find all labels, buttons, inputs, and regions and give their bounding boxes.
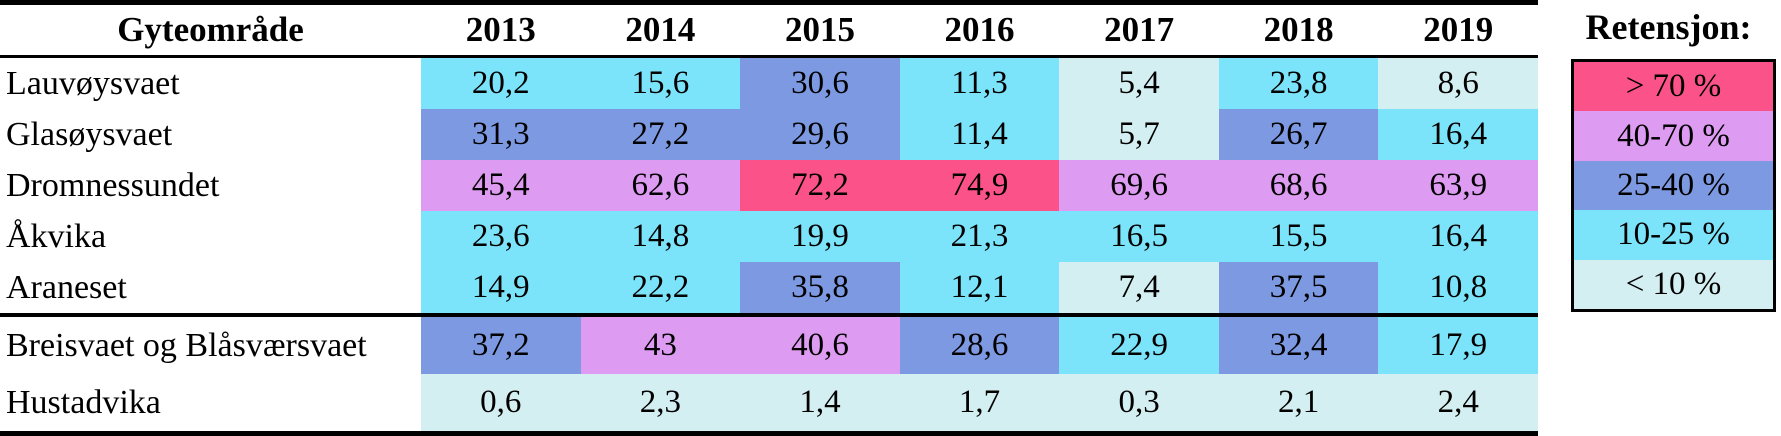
data-table: Gyteområde 2013 2014 2015 2016 2017 2018 2019 … bbox=[0, 0, 1539, 436]
table-cell: 8,6 bbox=[1378, 58, 1539, 109]
table-cell: 1,7 bbox=[899, 374, 1060, 431]
table-row: Glasøysvaet 31,3 27,2 29,6 11,4 5,7 26,7 16,4 bbox=[0, 109, 1539, 160]
table-cell: 7,4 bbox=[1059, 262, 1219, 313]
table-cell: 74,9 bbox=[899, 160, 1060, 211]
table-body: Lauvøysvaet 20,2 15,6 30,6 11,3 5,4 23,8 8,6 Gla… bbox=[0, 58, 1539, 431]
table-cell: 31,3 bbox=[421, 109, 581, 160]
row-label: Breisvaet og Blåsværsvaet bbox=[6, 326, 367, 364]
table-cell: 28,6 bbox=[899, 317, 1060, 374]
table-cell: 26,7 bbox=[1218, 109, 1379, 160]
legend-title: Retensjon: bbox=[1585, 7, 1752, 47]
table-cell: 23,8 bbox=[1218, 58, 1379, 109]
table-cell: 15,5 bbox=[1218, 211, 1379, 262]
table-cell: 37,5 bbox=[1218, 262, 1379, 313]
table-row: Hustadvika 0,6 2,3 1,4 1,7 0,3 2,1 2,4 bbox=[0, 374, 1539, 431]
table-cell: 0,6 bbox=[421, 374, 581, 431]
table-cell: 1,4 bbox=[740, 374, 900, 431]
table-cell: 30,6 bbox=[740, 58, 900, 109]
table-cell: 23,6 bbox=[421, 211, 581, 262]
table-cell: 16,5 bbox=[1059, 211, 1219, 262]
table-cell: 10,8 bbox=[1378, 262, 1539, 313]
column-header-year: 2014 bbox=[625, 10, 696, 49]
column-header-year: 2019 bbox=[1423, 10, 1494, 49]
table-cell: 35,8 bbox=[740, 262, 900, 313]
table-cell: 14,8 bbox=[580, 211, 741, 262]
table-header-row: Gyteområde 2013 2014 2015 2016 2017 2018 2019 bbox=[0, 5, 1538, 58]
table-cell: 62,6 bbox=[580, 160, 741, 211]
table-cell: 45,4 bbox=[421, 160, 581, 211]
table-cell: 11,4 bbox=[899, 109, 1060, 160]
row-label: Hustadvika bbox=[6, 383, 161, 421]
table-cell: 29,6 bbox=[740, 109, 900, 160]
table-cell: 32,4 bbox=[1218, 317, 1379, 374]
legend-item: 40-70 % bbox=[1574, 111, 1773, 161]
table-cell: 37,2 bbox=[421, 317, 581, 374]
table-cell: 16,4 bbox=[1378, 109, 1539, 160]
table-cell: 15,6 bbox=[580, 58, 741, 109]
table-row: Araneset 14,9 22,2 35,8 12,1 7,4 37,5 10,8 bbox=[0, 262, 1539, 313]
row-label: Åkvika bbox=[6, 217, 107, 255]
column-header-year: 2016 bbox=[944, 10, 1015, 49]
table-row: Åkvika 23,6 14,8 19,9 21,3 16,5 15,5 16,4 bbox=[0, 211, 1539, 262]
legend: > 70 % 40-70 % 25-40 % 10-25 % < 10 % bbox=[1571, 59, 1776, 312]
legend-item: 25-40 % bbox=[1574, 160, 1773, 211]
table-cell: 5,4 bbox=[1059, 58, 1219, 109]
column-header-area: Gyteområde bbox=[117, 10, 304, 49]
table-cell: 22,2 bbox=[580, 262, 741, 313]
legend-item: 10-25 % bbox=[1574, 210, 1773, 260]
table-cell: 63,9 bbox=[1378, 160, 1539, 211]
row-label: Dromnessundet bbox=[6, 166, 220, 204]
table-cell: 2,3 bbox=[580, 374, 741, 431]
table-cell: 16,4 bbox=[1378, 211, 1539, 262]
table-row: Breisvaet og Blåsværsvaet 37,2 43 40,6 28,6 2… bbox=[0, 313, 1539, 374]
table-cell: 5,7 bbox=[1059, 109, 1219, 160]
legend-item: > 70 % bbox=[1574, 62, 1773, 112]
table-cell: 0,3 bbox=[1059, 374, 1219, 431]
table-cell: 21,3 bbox=[899, 211, 1060, 262]
table-cell: 68,6 bbox=[1218, 160, 1379, 211]
table-cell: 11,3 bbox=[899, 58, 1060, 109]
table-cell: 2,1 bbox=[1218, 374, 1379, 431]
table-cell: 14,9 bbox=[421, 262, 581, 313]
year-headers: 2013 2014 2015 2016 2017 2018 2019 bbox=[421, 5, 1538, 55]
table-row: Dromnessundet 45,4 62,6 72,2 74,9 69,6 68,6 63,… bbox=[0, 160, 1539, 211]
table-cell: 22,9 bbox=[1059, 317, 1219, 374]
table-cell: 17,9 bbox=[1378, 317, 1539, 374]
table-cell: 40,6 bbox=[740, 317, 900, 374]
column-header-year: 2013 bbox=[465, 10, 536, 49]
table-cell: 69,6 bbox=[1059, 160, 1219, 211]
table-cell: 19,9 bbox=[740, 211, 900, 262]
table-cell: 12,1 bbox=[899, 262, 1060, 313]
table-row: Lauvøysvaet 20,2 15,6 30,6 11,3 5,4 23,8 8,6 bbox=[0, 58, 1539, 109]
column-header-year: 2017 bbox=[1104, 10, 1175, 49]
row-label: Araneset bbox=[6, 268, 127, 306]
table-cell: 20,2 bbox=[421, 58, 581, 109]
column-header-year: 2015 bbox=[784, 10, 855, 49]
legend-item: < 10 % bbox=[1574, 259, 1773, 310]
table-cell: 43 bbox=[580, 317, 741, 374]
column-header-year: 2018 bbox=[1263, 10, 1334, 49]
row-label: Lauvøysvaet bbox=[6, 64, 180, 102]
table-cell: 72,2 bbox=[740, 160, 900, 211]
row-label: Glasøysvaet bbox=[6, 115, 173, 153]
table-cell: 2,4 bbox=[1378, 374, 1539, 431]
table-cell: 27,2 bbox=[580, 109, 741, 160]
